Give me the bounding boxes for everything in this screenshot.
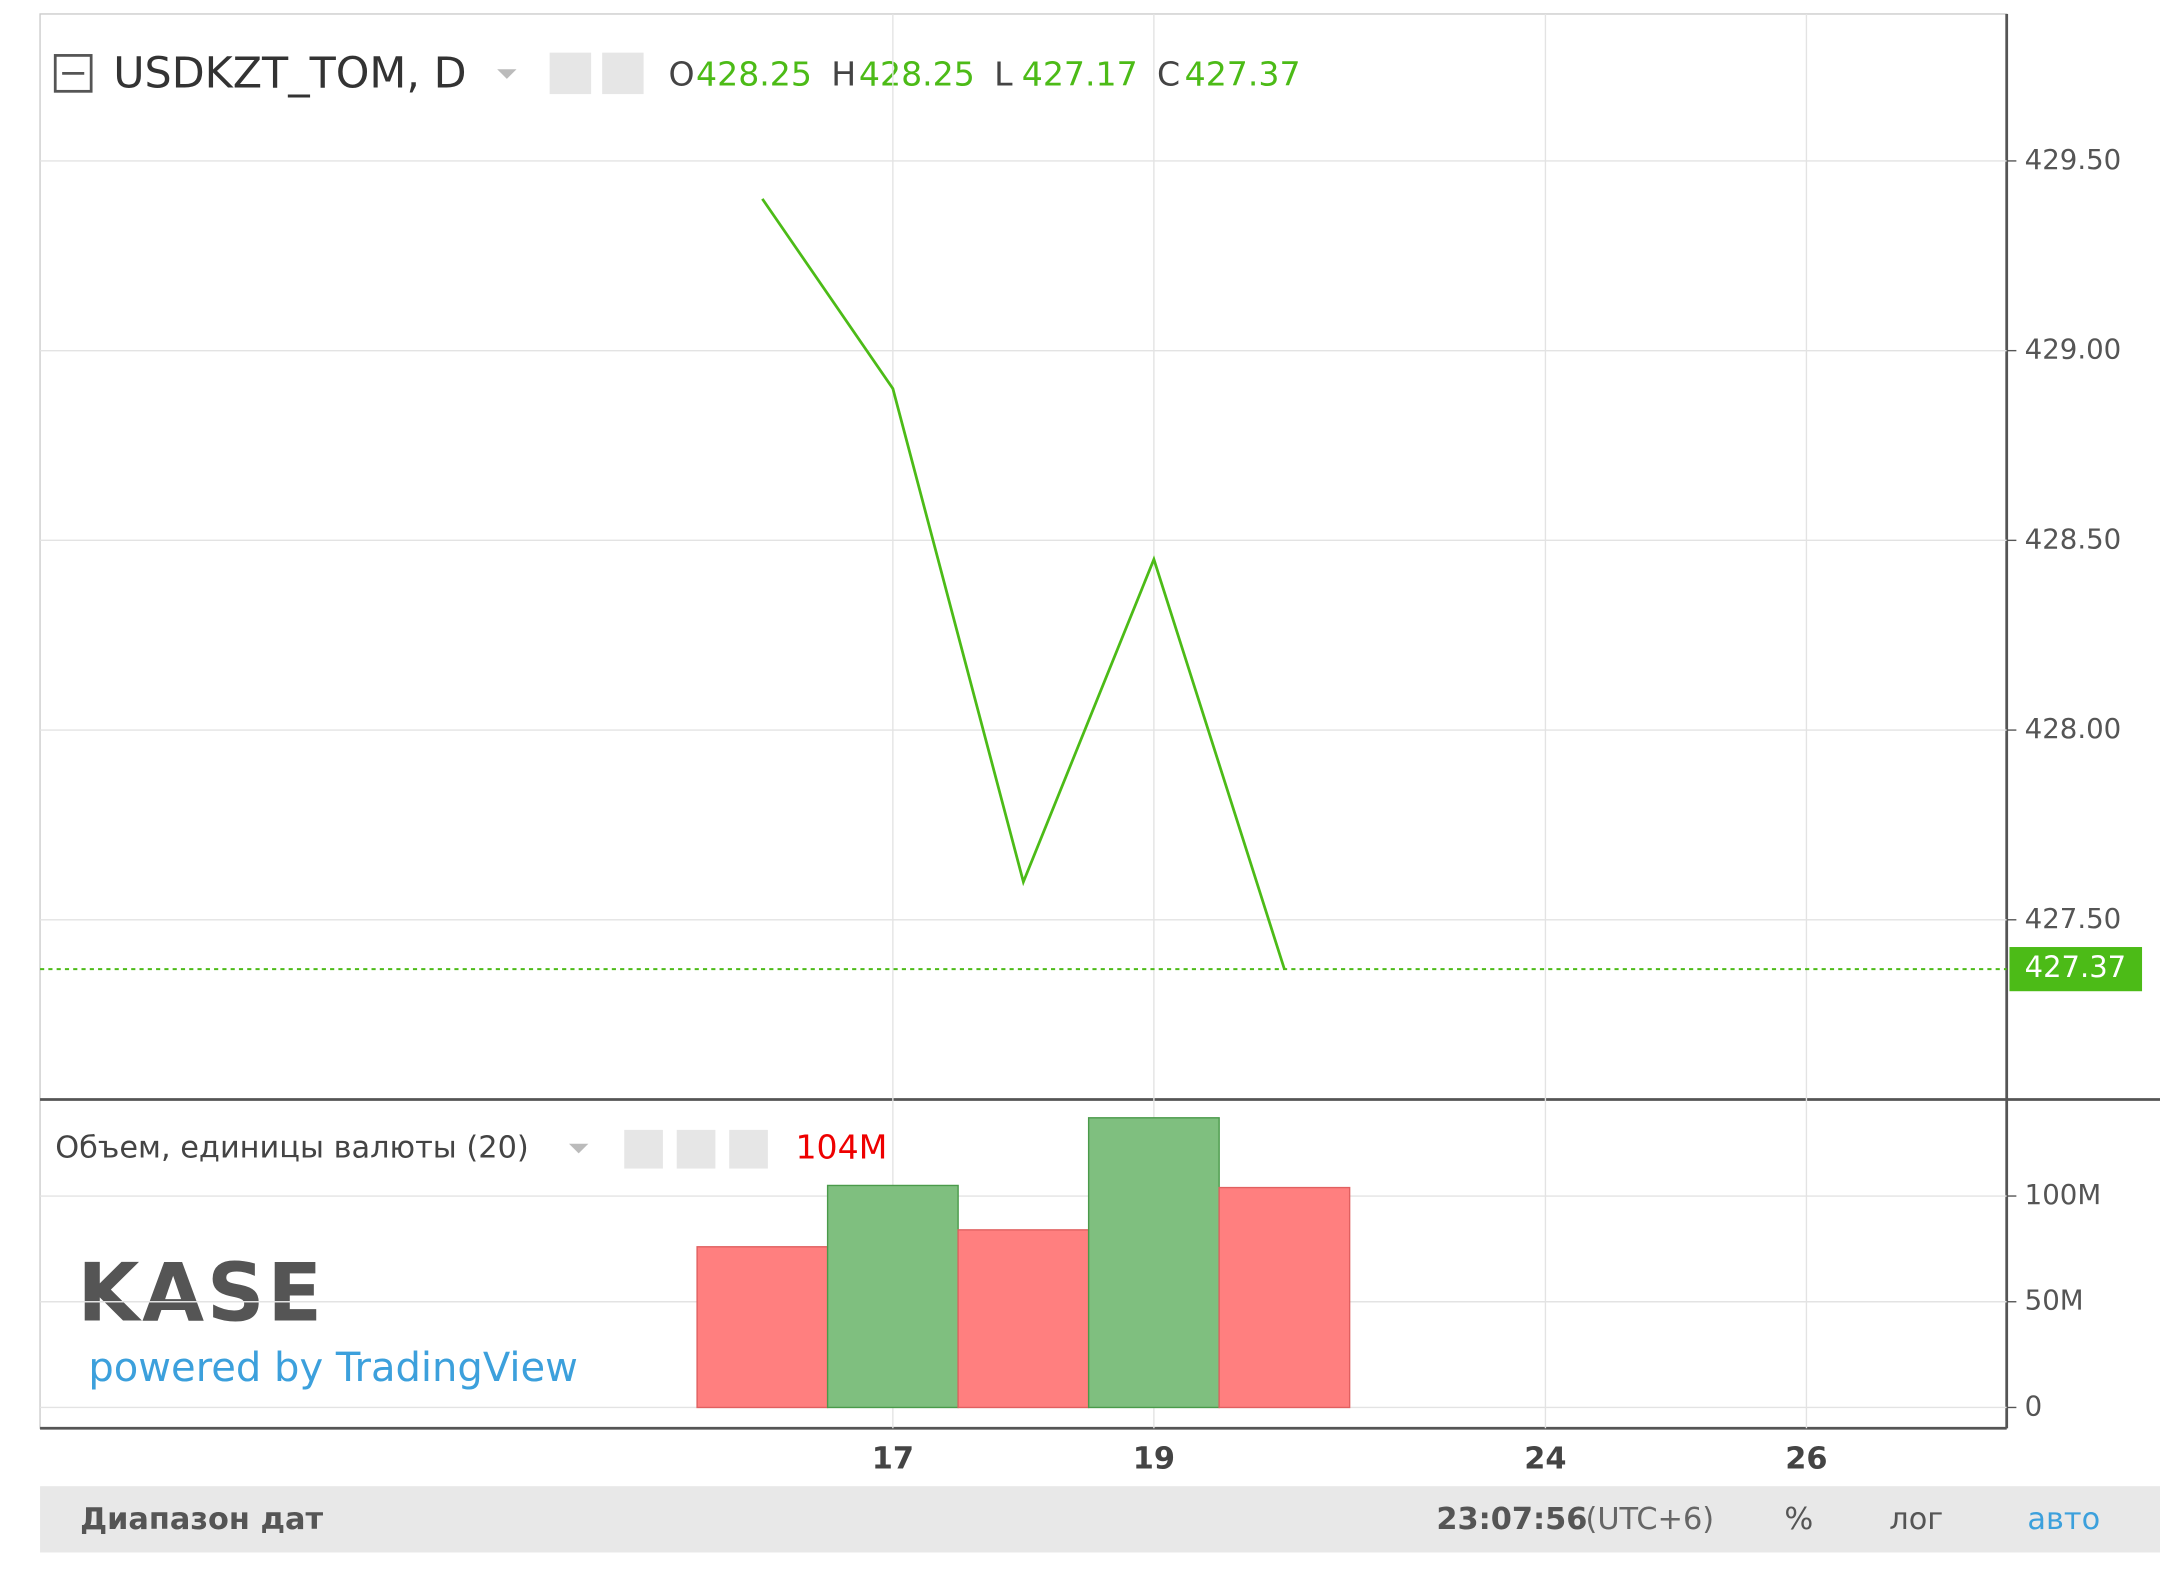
volume-bar: [826, 1184, 959, 1409]
timezone[interactable]: (UTC+6): [1585, 1502, 1714, 1537]
logo: KASE: [77, 1246, 325, 1339]
ohlc-label: O: [668, 55, 694, 94]
logo-tagline: powered by TradingView: [88, 1345, 578, 1391]
y-tick-label: 428.50: [2025, 522, 2122, 555]
settings-button[interactable]: [602, 52, 644, 95]
date-range[interactable]: Диапазон дат: [80, 1502, 323, 1537]
y-tick-label: 428.00: [2025, 712, 2122, 745]
dropdown[interactable]: [497, 69, 517, 79]
ohlc-label: L: [994, 55, 1013, 94]
last-price-label: 427.37: [2025, 950, 2126, 984]
percent-toggle[interactable]: %: [1784, 1502, 1813, 1537]
y-tick-label: 429.50: [2025, 143, 2122, 176]
volume-last: 104M: [795, 1128, 887, 1167]
ohlc-value: 428.25: [696, 55, 812, 94]
collapse-icon[interactable]: [53, 54, 93, 93]
clock: 23:07:56: [1436, 1502, 1587, 1537]
y-tick-label: 100M: [2025, 1178, 2102, 1211]
y-tick-label: 0: [2025, 1389, 2043, 1422]
auto-toggle[interactable]: авто: [2027, 1502, 2100, 1537]
ohlc-label: H: [831, 55, 856, 94]
ohlc-value: 427.17: [1022, 55, 1138, 94]
close-button[interactable]: [729, 1129, 768, 1169]
log-toggle[interactable]: лог: [1889, 1502, 1943, 1537]
y-tick-label: 429.00: [2025, 333, 2122, 366]
eye-button[interactable]: [624, 1129, 663, 1169]
ohlc-value: 428.25: [859, 55, 975, 94]
settings-button[interactable]: [676, 1129, 716, 1169]
y-tick-label: 427.50: [2025, 902, 2122, 935]
ohlc: O 428.25 H 428.25 L 427.17 C 427.37: [668, 55, 1300, 94]
x-tick-label: 24: [1524, 1441, 1566, 1476]
last-price-box: [2009, 947, 2143, 992]
symbol: USDKZT_TOM, D: [113, 49, 466, 99]
volume-bar: [1218, 1186, 1351, 1409]
volume-bar: [1087, 1117, 1220, 1409]
eye-button[interactable]: [549, 52, 592, 95]
ohlc-value: 427.37: [1185, 55, 1301, 94]
volume-bar: [696, 1246, 829, 1409]
footer-bar: [40, 1486, 2160, 1553]
ohlc-label: C: [1157, 55, 1180, 94]
dropdown[interactable]: [569, 1143, 589, 1154]
volume-bar: [957, 1229, 1090, 1409]
x-tick-label: 17: [872, 1441, 914, 1476]
x-tick-label: 19: [1133, 1441, 1175, 1476]
y-tick-label: 50M: [2025, 1284, 2084, 1317]
volume-title: Объем, единицы валюты (20): [55, 1131, 529, 1166]
x-tick-label: 26: [1785, 1441, 1827, 1476]
price-line: [761, 198, 1286, 970]
